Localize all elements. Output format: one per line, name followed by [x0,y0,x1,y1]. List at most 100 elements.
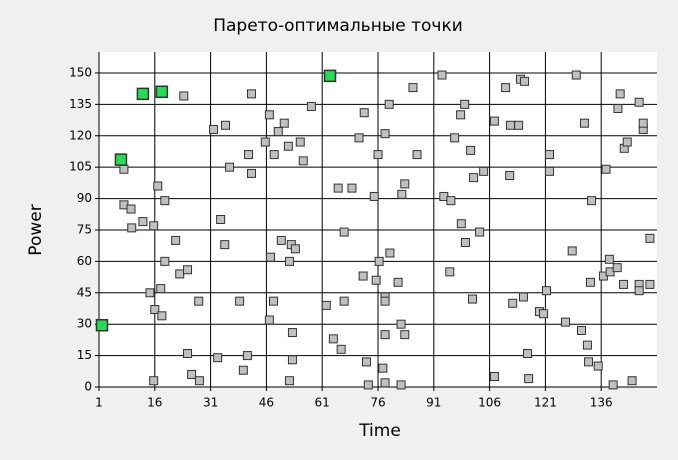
point [363,380,373,390]
point [571,70,581,80]
point [298,156,308,166]
point [321,300,331,310]
point [136,87,150,101]
chart-title: Парето-оптимальные точки [213,16,463,36]
point [469,173,479,183]
point [460,99,470,109]
point [95,318,109,332]
x-tick-label: 91 [426,396,441,410]
x-tick-label: 76 [370,396,385,410]
point [505,120,515,130]
point [194,296,204,306]
point [347,183,357,193]
point [524,374,534,384]
point [479,166,489,176]
point [213,353,223,363]
point [336,344,346,354]
point [354,133,364,143]
point [333,183,343,193]
point [385,248,395,258]
point [220,120,230,130]
x-tick-label: 1 [95,396,103,410]
point [369,191,379,201]
point [209,124,219,134]
point [156,284,166,294]
point [183,349,193,358]
point [114,153,128,166]
point [560,317,570,327]
point [645,233,655,243]
point [328,334,338,344]
point [475,227,485,237]
point [593,361,603,371]
point [264,315,274,325]
point [380,129,390,139]
y-tick-label: 105 [69,160,92,174]
point [450,133,460,143]
y-tick-label: 0 [84,380,92,394]
point [582,340,592,350]
y-tick-label: 75 [77,222,92,236]
point [380,330,390,340]
point [244,150,254,160]
point [397,189,407,199]
point [576,325,586,335]
point [265,252,275,262]
point [634,97,644,107]
point [283,141,293,151]
point [466,145,476,155]
point [393,277,403,287]
y-axis-label: Power [26,204,46,255]
y-tick-label: 45 [77,285,92,299]
point [445,267,455,277]
point [489,372,499,382]
point [544,166,554,176]
point [150,305,160,315]
point [145,288,155,298]
point [608,380,618,390]
point [235,296,245,306]
point [508,298,518,308]
point [380,296,390,306]
point [523,349,533,358]
y-tick-label: 120 [69,128,92,142]
point [539,309,549,319]
point [400,330,410,340]
point [587,196,597,206]
x-tick-label: 61 [315,396,330,410]
point [238,365,248,375]
point [138,217,148,227]
x-tick-label: 16 [147,396,162,410]
y-tick-label: 60 [77,254,92,268]
point [361,357,371,367]
point [284,256,294,266]
point [542,286,552,296]
point [358,271,368,281]
point [615,89,625,99]
y-tick-label: 15 [77,348,92,362]
point [412,150,422,160]
point [446,196,456,206]
point [276,235,286,245]
point [585,277,595,287]
x-tick-label: 121 [534,396,557,410]
y-tick-label: 135 [69,97,92,111]
point [287,328,297,338]
point [273,127,283,137]
point [242,351,252,361]
point [153,181,163,191]
point [160,256,170,266]
point [264,110,274,120]
x-axis-label: Time [358,421,401,441]
point [268,296,278,306]
point [171,235,181,245]
point [279,118,289,128]
point [290,244,300,254]
point [295,137,305,147]
point [601,164,611,174]
point [339,296,349,306]
point [260,137,270,147]
point [619,279,629,289]
point [216,215,226,224]
point [373,150,383,160]
